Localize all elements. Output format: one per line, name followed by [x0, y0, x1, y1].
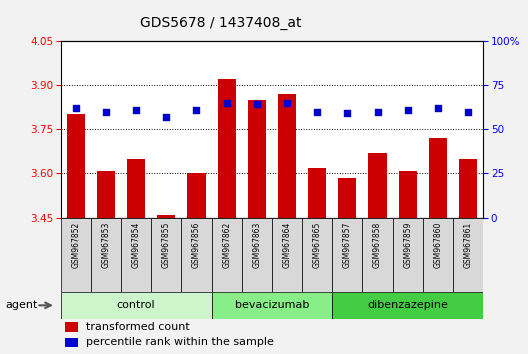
- Bar: [399, 171, 417, 218]
- Bar: [332, 218, 362, 292]
- Text: GSM967857: GSM967857: [343, 222, 352, 268]
- Bar: [272, 218, 302, 292]
- Text: GSM967864: GSM967864: [282, 222, 291, 268]
- Bar: [61, 218, 91, 292]
- Point: [132, 107, 140, 113]
- Text: GSM967855: GSM967855: [162, 222, 171, 268]
- Text: GSM967862: GSM967862: [222, 222, 231, 268]
- Text: bevacizumab: bevacizumab: [235, 300, 309, 310]
- Bar: [187, 173, 205, 218]
- Text: transformed count: transformed count: [86, 322, 190, 332]
- Point: [72, 105, 80, 111]
- Point: [373, 109, 382, 114]
- Bar: [212, 218, 242, 292]
- Bar: [157, 215, 175, 218]
- Point: [192, 107, 201, 113]
- Text: GDS5678 / 1437408_at: GDS5678 / 1437408_at: [140, 16, 302, 30]
- Bar: [423, 218, 453, 292]
- Point: [222, 100, 231, 105]
- Bar: [459, 159, 477, 218]
- Bar: [362, 218, 393, 292]
- Bar: [91, 218, 121, 292]
- Bar: [65, 338, 78, 347]
- Text: GSM967858: GSM967858: [373, 222, 382, 268]
- Bar: [65, 322, 78, 332]
- Text: GSM967852: GSM967852: [71, 222, 80, 268]
- Point: [464, 109, 472, 114]
- Text: GSM967863: GSM967863: [252, 222, 261, 268]
- Text: agent: agent: [5, 300, 37, 310]
- Bar: [338, 178, 356, 218]
- Bar: [369, 153, 386, 218]
- Bar: [393, 218, 423, 292]
- Bar: [429, 138, 447, 218]
- Bar: [218, 79, 235, 218]
- Text: GSM967853: GSM967853: [101, 222, 110, 268]
- Point: [343, 110, 352, 116]
- Point: [283, 100, 291, 105]
- Bar: [332, 292, 483, 319]
- Point: [162, 114, 171, 120]
- Point: [433, 105, 442, 111]
- Point: [102, 109, 110, 114]
- Text: GSM967865: GSM967865: [313, 222, 322, 268]
- Bar: [308, 167, 326, 218]
- Bar: [248, 100, 266, 218]
- Bar: [242, 218, 272, 292]
- Bar: [67, 114, 85, 218]
- Bar: [212, 292, 332, 319]
- Point: [313, 109, 322, 114]
- Bar: [302, 218, 332, 292]
- Text: GSM967859: GSM967859: [403, 222, 412, 268]
- Bar: [182, 218, 212, 292]
- Bar: [151, 218, 182, 292]
- Text: dibenzazepine: dibenzazepine: [367, 300, 448, 310]
- Text: control: control: [117, 300, 155, 310]
- Bar: [278, 94, 296, 218]
- Bar: [61, 292, 212, 319]
- Text: GSM967860: GSM967860: [433, 222, 442, 268]
- Point: [252, 102, 261, 107]
- Text: GSM967856: GSM967856: [192, 222, 201, 268]
- Bar: [121, 218, 151, 292]
- Bar: [127, 159, 145, 218]
- Bar: [453, 218, 483, 292]
- Point: [403, 107, 412, 113]
- Text: percentile rank within the sample: percentile rank within the sample: [86, 337, 274, 348]
- Bar: [97, 171, 115, 218]
- Text: GSM967861: GSM967861: [464, 222, 473, 268]
- Text: GSM967854: GSM967854: [131, 222, 140, 268]
